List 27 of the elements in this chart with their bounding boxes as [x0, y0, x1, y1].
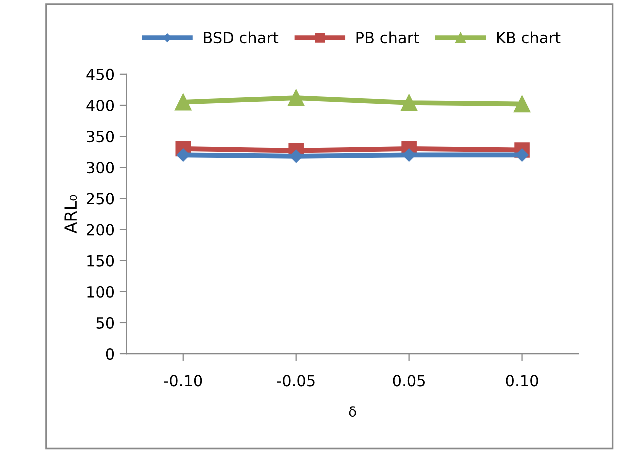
- y-axis-title: ARL₀: [64, 195, 78, 234]
- point: [288, 90, 305, 106]
- point: [290, 150, 303, 164]
- y-tick-label: 300: [87, 162, 114, 174]
- y-tick-label: 250: [87, 193, 114, 205]
- y-tick-label: 450: [86, 68, 114, 80]
- y-tick-label: 100: [88, 286, 114, 298]
- point: [400, 94, 418, 112]
- x-tick-label: 0.05: [393, 375, 425, 387]
- y-tick-label: 200: [87, 224, 114, 236]
- point: [402, 148, 416, 162]
- x-tick-label: -0.10: [164, 375, 202, 387]
- point: [175, 94, 192, 111]
- x-tick-label: 0.10: [506, 375, 538, 387]
- legend-label: KB chart: [497, 32, 561, 44]
- legend-label: PB chart: [356, 32, 420, 44]
- x-tick-label: -0.05: [277, 375, 315, 387]
- x-axis-title: δ: [349, 406, 356, 418]
- y-tick-label: 400: [86, 100, 114, 112]
- y-tick-label: 0: [106, 348, 114, 360]
- y-tick-label: 50: [96, 317, 114, 329]
- legend-label: BSD chart: [204, 32, 279, 44]
- point: [176, 148, 190, 162]
- y-tick-label: 350: [87, 131, 114, 143]
- point: [516, 148, 529, 162]
- point: [514, 96, 531, 113]
- y-tick-label: 150: [88, 255, 114, 267]
